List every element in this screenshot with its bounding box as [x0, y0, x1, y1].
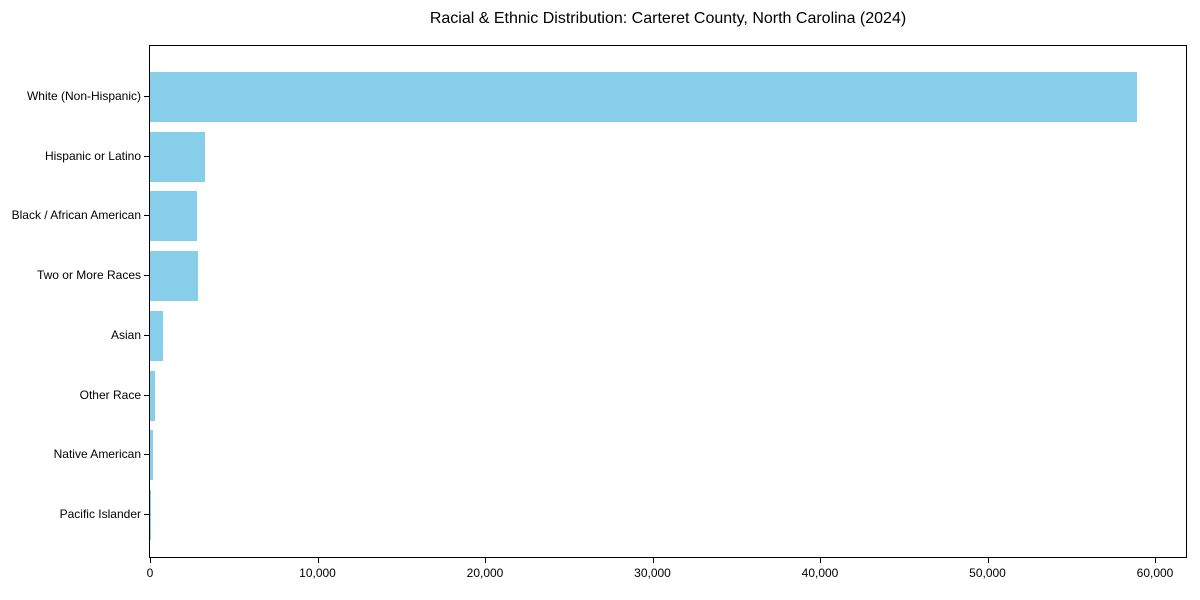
bar — [150, 251, 198, 302]
y-tick — [144, 334, 149, 336]
bar — [150, 370, 156, 421]
x-tick-label: 20,000 — [466, 566, 504, 580]
category-label: Pacific Islander — [59, 506, 141, 521]
category-label: White (Non-Hispanic) — [26, 89, 141, 103]
bar — [150, 191, 197, 242]
bar — [150, 72, 1137, 122]
x-tick-label: 10,000 — [299, 566, 336, 580]
y-tick — [144, 215, 149, 217]
x-tick — [485, 558, 486, 563]
category-label: Native American — [53, 447, 141, 462]
bar — [150, 131, 206, 182]
y-tick — [144, 155, 149, 157]
category-label: Other Race — [79, 387, 141, 402]
chart-title: Racial & Ethnic Distribution: Carteret C… — [429, 10, 907, 27]
x-tick — [317, 558, 319, 563]
bar — [150, 430, 153, 481]
x-tick — [150, 558, 151, 563]
category-label: Black / African American — [11, 208, 141, 223]
y-tick — [144, 394, 149, 396]
x-tick — [652, 558, 654, 563]
y-tick — [144, 454, 149, 456]
x-tick-label: 60,000 — [1136, 566, 1174, 580]
category-label: Two or More Races — [36, 268, 141, 283]
x-tick — [820, 558, 821, 563]
y-tick — [144, 96, 149, 97]
bar — [150, 310, 163, 361]
plot-area — [149, 45, 1187, 558]
category-label: Hispanic or Latino — [44, 148, 141, 163]
x-tick — [987, 558, 989, 563]
category-label: Asian — [110, 327, 141, 342]
x-tick-label: 40,000 — [801, 566, 839, 580]
y-tick — [144, 275, 149, 277]
x-tick-label: 30,000 — [634, 566, 671, 580]
x-tick-label: 0 — [146, 566, 154, 580]
x-tick — [1155, 558, 1156, 563]
y-tick — [144, 513, 149, 515]
x-tick-label: 50,000 — [969, 566, 1006, 580]
bar — [150, 489, 151, 540]
